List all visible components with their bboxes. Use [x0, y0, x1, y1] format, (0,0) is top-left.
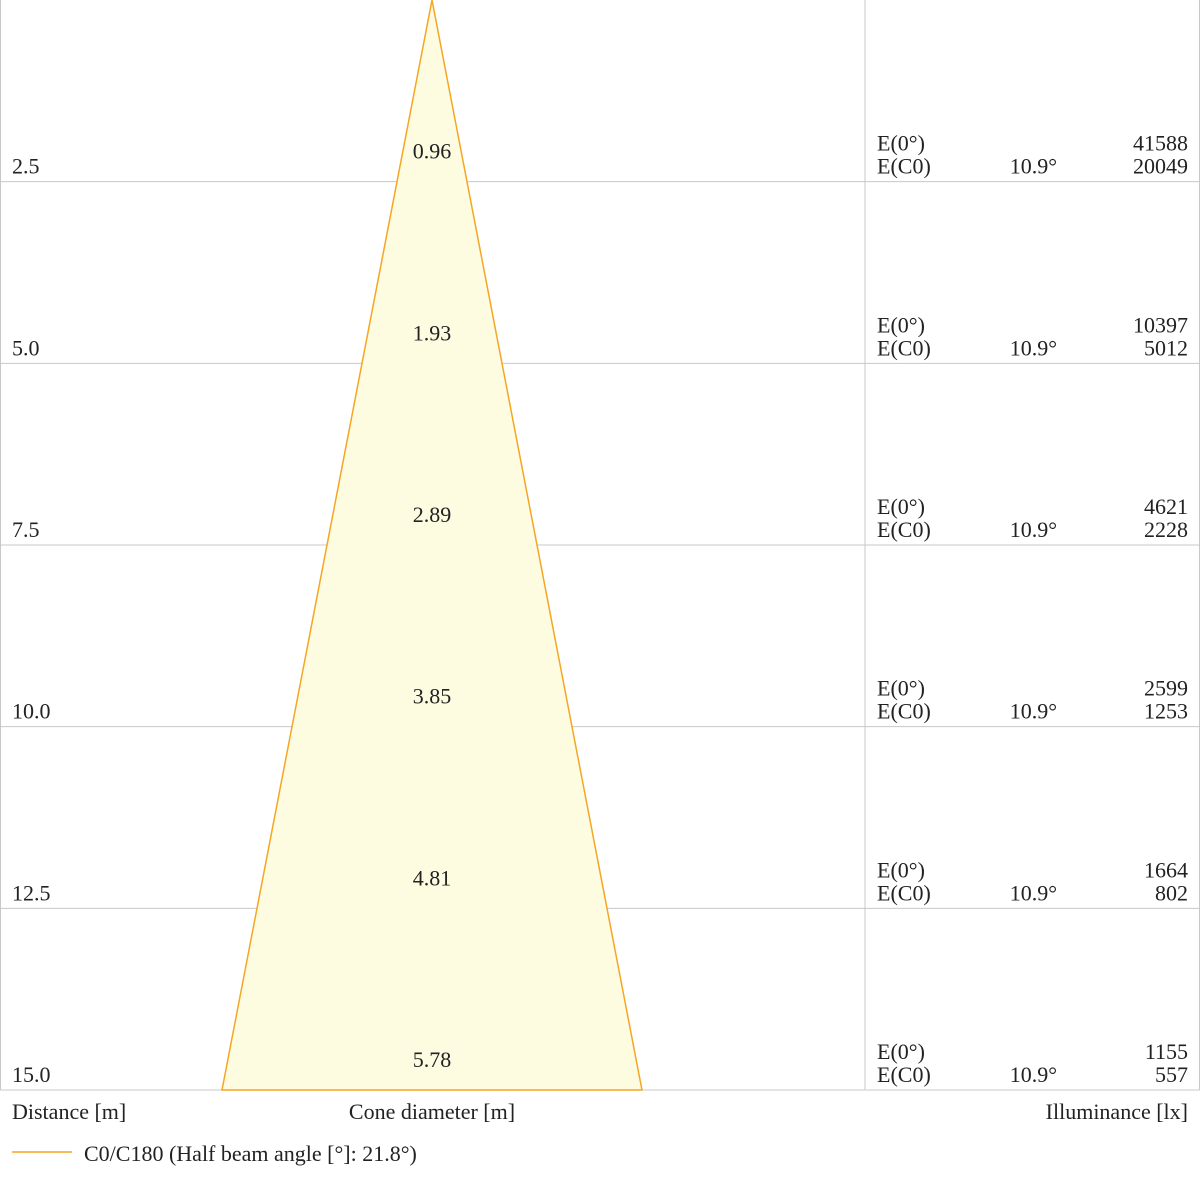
- e-center-value: 41588: [1133, 131, 1188, 156]
- e-c0-label: E(C0): [877, 517, 931, 542]
- e-center-label: E(0°): [877, 131, 925, 156]
- e-c0-value: 2228: [1144, 517, 1188, 542]
- distance-label: 7.5: [12, 517, 40, 542]
- illuminance-axis-label: Illuminance [lx]: [1046, 1099, 1188, 1124]
- half-angle-label: 10.9°: [1010, 517, 1057, 542]
- distance-label: 10.0: [12, 699, 51, 724]
- half-angle-label: 10.9°: [1010, 154, 1057, 179]
- e-center-label: E(0°): [877, 676, 925, 701]
- e-c0-label: E(C0): [877, 335, 931, 360]
- e-center-value: 1664: [1144, 857, 1188, 882]
- cone-diameter-label: 0.96: [413, 139, 452, 164]
- half-angle-label: 10.9°: [1010, 1062, 1057, 1087]
- e-center-label: E(0°): [877, 1039, 925, 1064]
- e-c0-label: E(C0): [877, 699, 931, 724]
- e-c0-label: E(C0): [877, 154, 931, 179]
- distance-label: 5.0: [12, 335, 40, 360]
- e-c0-value: 5012: [1144, 335, 1188, 360]
- cone-diameter-label: 3.85: [413, 684, 452, 709]
- e-center-label: E(0°): [877, 494, 925, 519]
- e-c0-label: E(C0): [877, 1062, 931, 1087]
- cone-diameter-label: 2.89: [413, 502, 452, 527]
- e-c0-label: E(C0): [877, 880, 931, 905]
- distance-label: 2.5: [12, 154, 40, 179]
- e-center-value: 1155: [1145, 1039, 1188, 1064]
- e-c0-value: 802: [1155, 880, 1188, 905]
- distance-label: 15.0: [12, 1062, 51, 1087]
- cone-diameter-label: 1.93: [413, 320, 452, 345]
- e-c0-value: 20049: [1133, 154, 1188, 179]
- half-angle-label: 10.9°: [1010, 699, 1057, 724]
- distance-label: 12.5: [12, 880, 51, 905]
- e-center-value: 10397: [1133, 312, 1188, 337]
- e-center-value: 2599: [1144, 676, 1188, 701]
- cone-diameter-axis-label: Cone diameter [m]: [349, 1099, 515, 1124]
- e-center-value: 4621: [1144, 494, 1188, 519]
- e-c0-value: 557: [1155, 1062, 1188, 1087]
- e-center-label: E(0°): [877, 312, 925, 337]
- distance-axis-label: Distance [m]: [12, 1099, 126, 1124]
- e-center-label: E(0°): [877, 857, 925, 882]
- legend-label: C0/C180 (Half beam angle [°]: 21.8°): [84, 1141, 417, 1166]
- cone-diameter-label: 4.81: [413, 865, 452, 890]
- half-angle-label: 10.9°: [1010, 880, 1057, 905]
- e-c0-value: 1253: [1144, 699, 1188, 724]
- beam-cone: [221, 0, 643, 1091]
- half-angle-label: 10.9°: [1010, 335, 1057, 360]
- cone-diameter-label: 5.78: [413, 1047, 452, 1072]
- legend: C0/C180 (Half beam angle [°]: 21.8°): [12, 1141, 417, 1166]
